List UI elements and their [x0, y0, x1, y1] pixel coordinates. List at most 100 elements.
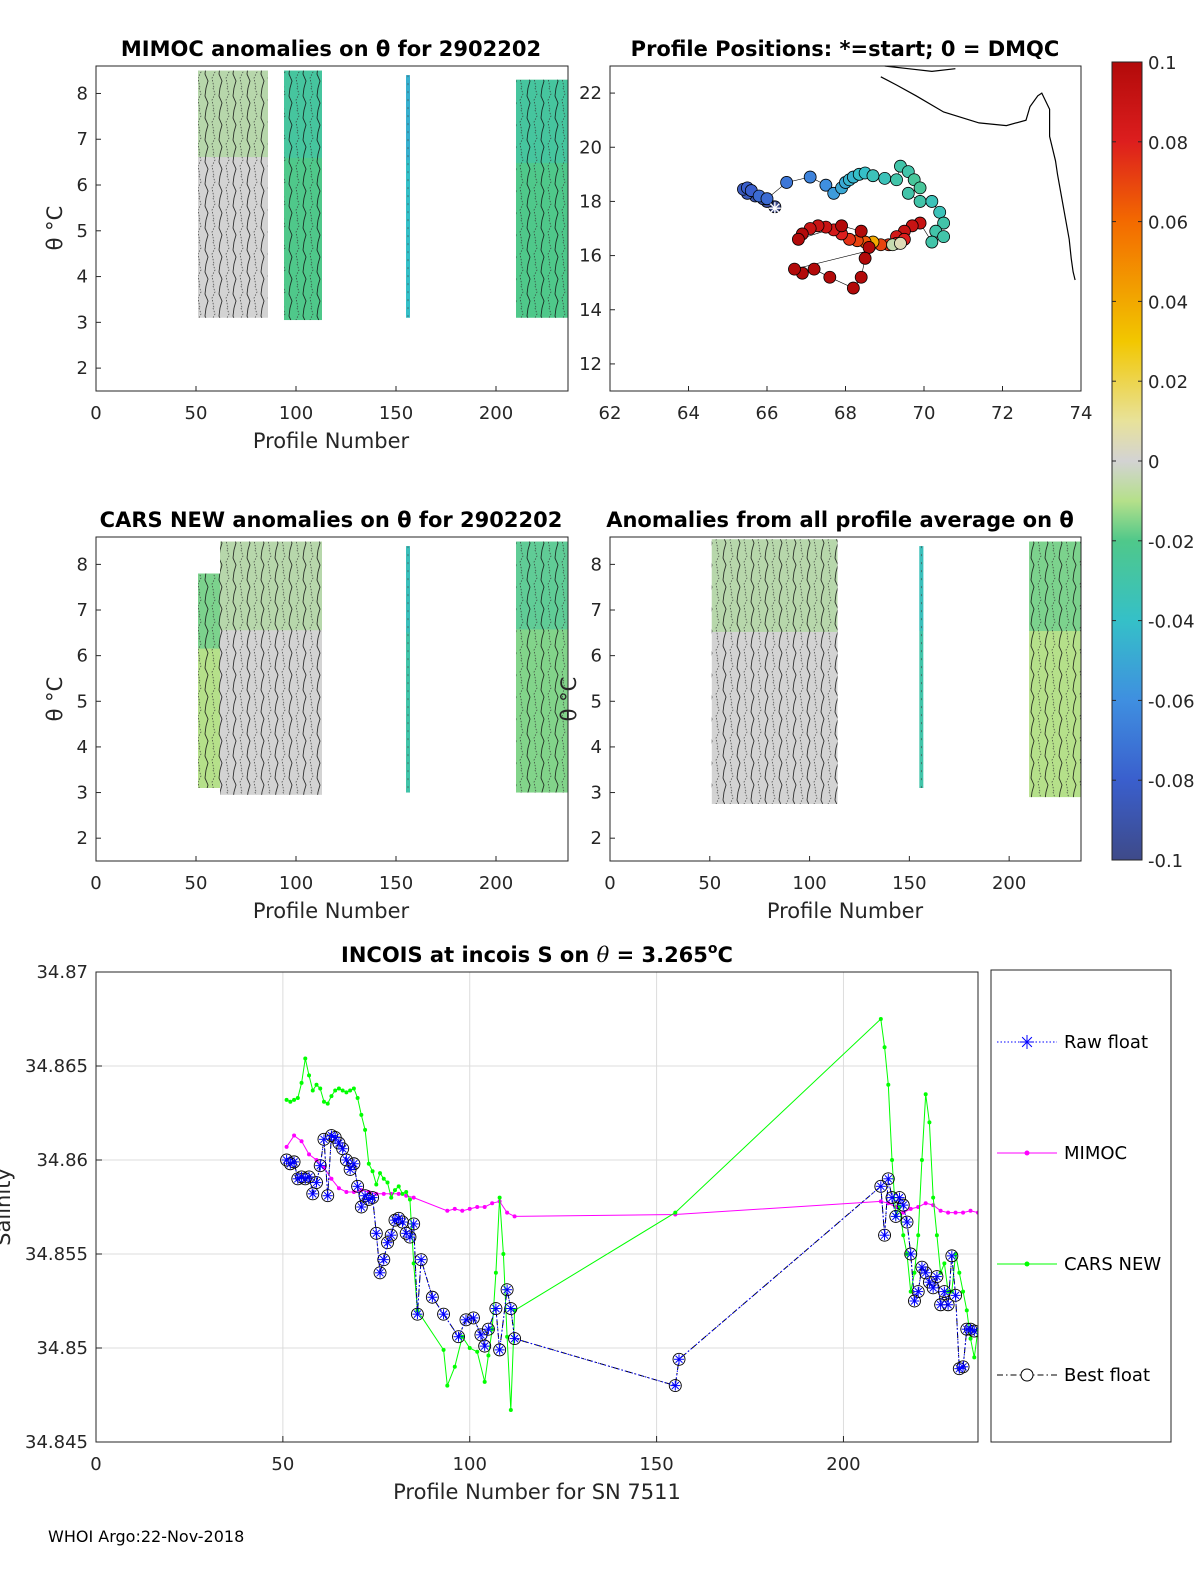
raw-float-point-stroke: [417, 1255, 425, 1264]
raw-float-point: [939, 1286, 950, 1297]
best-float-point: [945, 1249, 959, 1263]
cars-contour-lines: [220, 541, 322, 795]
profile-position-marker: [878, 171, 892, 185]
mimoc-ytick-label: 7: [77, 129, 88, 150]
best-float-point: [313, 1159, 327, 1173]
profile-position-marker: [760, 192, 774, 206]
legend-label-mimoc: MIMOC: [1064, 1143, 1127, 1164]
raw-float-point-stroke: [368, 1193, 377, 1202]
salinity-xtick-label: 100: [453, 1454, 487, 1475]
colorbar-tick-label: 0: [1148, 452, 1159, 473]
coastline: [880, 76, 1076, 281]
positions-ytick-label: 18: [579, 191, 602, 212]
raw-float-point: [318, 1134, 329, 1145]
mimoc-point: [923, 1201, 928, 1206]
raw-float-point: [315, 1160, 326, 1171]
best-float-point: [384, 1228, 398, 1242]
best-float-point: [407, 1217, 421, 1231]
profile-position-marker: [933, 205, 947, 219]
raw-float-point: [943, 1299, 954, 1310]
mimoc-point: [946, 1210, 951, 1215]
raw-float-point: [879, 1230, 890, 1241]
salinity-ytick-label: 34.865: [25, 1056, 88, 1077]
raw-float-point-stroke: [876, 1182, 885, 1191]
cars-new-point: [284, 1097, 289, 1102]
salinity-legend: Raw float MIMOC CARS NEW Best float: [990, 969, 1172, 1443]
allavg-ylabel: θ °C: [557, 677, 581, 722]
colorbar-tick-label: -0.02: [1148, 532, 1195, 553]
salinity-y-ticks: 34.845 34.85 34.855 34.86 34.865 34.87: [25, 962, 102, 1453]
raw-float-point-stroke: [372, 1229, 381, 1238]
raw-float-point-stroke: [906, 1250, 915, 1258]
profile-position-marker: [835, 219, 848, 233]
cars-ytick-label: 6: [77, 646, 88, 667]
raw-float-point: [460, 1314, 471, 1325]
best-float-point: [354, 1200, 368, 1214]
mimoc-xtick-label: 200: [479, 403, 513, 424]
raw-float-point: [322, 1190, 333, 1201]
mimoc-point: [292, 1133, 297, 1138]
salinity-ytick-label: 34.845: [25, 1432, 88, 1453]
raw-float-point-stroke: [282, 1156, 291, 1164]
mimoc-point: [460, 1208, 465, 1213]
allavg-xtick-label: 0: [604, 873, 615, 894]
cars-new-point: [927, 1120, 932, 1125]
profile-position-marker: [937, 230, 951, 244]
mimoc-point: [381, 1191, 386, 1196]
raw-float-point-stroke: [346, 1165, 354, 1174]
best-float-point: [668, 1379, 682, 1393]
cars-new-point: [374, 1182, 379, 1187]
mimoc-axes-box: [95, 65, 569, 392]
cars-new-point: [501, 1252, 506, 1256]
cars-new-point: [901, 1233, 906, 1238]
positions-xtick-label: 62: [599, 403, 622, 424]
best-float-point: [489, 1302, 503, 1315]
raw-float-point-stroke: [312, 1178, 321, 1187]
raw-float-point-stroke: [933, 1272, 941, 1281]
cars-new-point: [508, 1408, 513, 1413]
raw-float-point-stroke: [342, 1156, 351, 1164]
allavg-anomaly-upper-band: [919, 546, 924, 631]
profile-position-marker: [846, 281, 860, 295]
profile-position-marker: [780, 176, 794, 189]
cars-new-point: [441, 1347, 446, 1352]
mimoc-panel: 0 50 100 150 200 2 3 4 5 6 7 8 MIMOC anomalies on …: [43, 37, 569, 453]
profile-position-marker: [819, 178, 833, 192]
cars-xtick-label: 150: [379, 873, 413, 894]
cars-new-point: [467, 1346, 472, 1350]
raw-float-point-stroke: [308, 1189, 317, 1198]
raw-float-point: [382, 1237, 393, 1248]
salinity-axes-box: [95, 971, 979, 1443]
cars-new-point: [359, 1112, 364, 1117]
raw-float-point: [333, 1138, 344, 1149]
colorbar-tick-label: 0.1: [1148, 53, 1177, 74]
mimoc-xtick-label: 150: [379, 403, 413, 424]
mimoc-point: [396, 1191, 401, 1196]
best-float-point: [310, 1176, 323, 1190]
salinity-series: [280, 1017, 978, 1413]
salinity-xtick-label: 0: [90, 1454, 101, 1475]
cars-contour-lines: [516, 541, 568, 793]
raw-float-point: [958, 1361, 969, 1372]
mimoc-point: [411, 1195, 416, 1200]
cars-ytick-label: 4: [77, 737, 88, 758]
profile-position-marker: [807, 262, 821, 276]
cars-new-point: [475, 1349, 480, 1354]
mimoc-point: [953, 1210, 958, 1215]
cars-new-point: [295, 1095, 300, 1100]
mimoc-ytick-label: 6: [77, 175, 88, 196]
cars-anomaly-upper-band: [406, 546, 410, 633]
cars-new-point: [366, 1161, 371, 1166]
legend-label-cars-new: CARS NEW: [1064, 1254, 1161, 1275]
raw-float-point: [397, 1217, 408, 1228]
raw-float-point-stroke: [944, 1300, 952, 1309]
mimoc-contour-lines: [198, 70, 268, 318]
cars-new-point: [333, 1088, 338, 1093]
legend-entry-raw-float: Raw float: [997, 1032, 1148, 1053]
profile-position-marker: [890, 173, 903, 187]
mimoc-point: [299, 1139, 304, 1144]
best-float-point: [377, 1253, 391, 1267]
cars-new-point: [890, 1158, 895, 1162]
raw-float-point-stroke: [361, 1191, 369, 1200]
raw-float-point-stroke: [891, 1212, 900, 1221]
